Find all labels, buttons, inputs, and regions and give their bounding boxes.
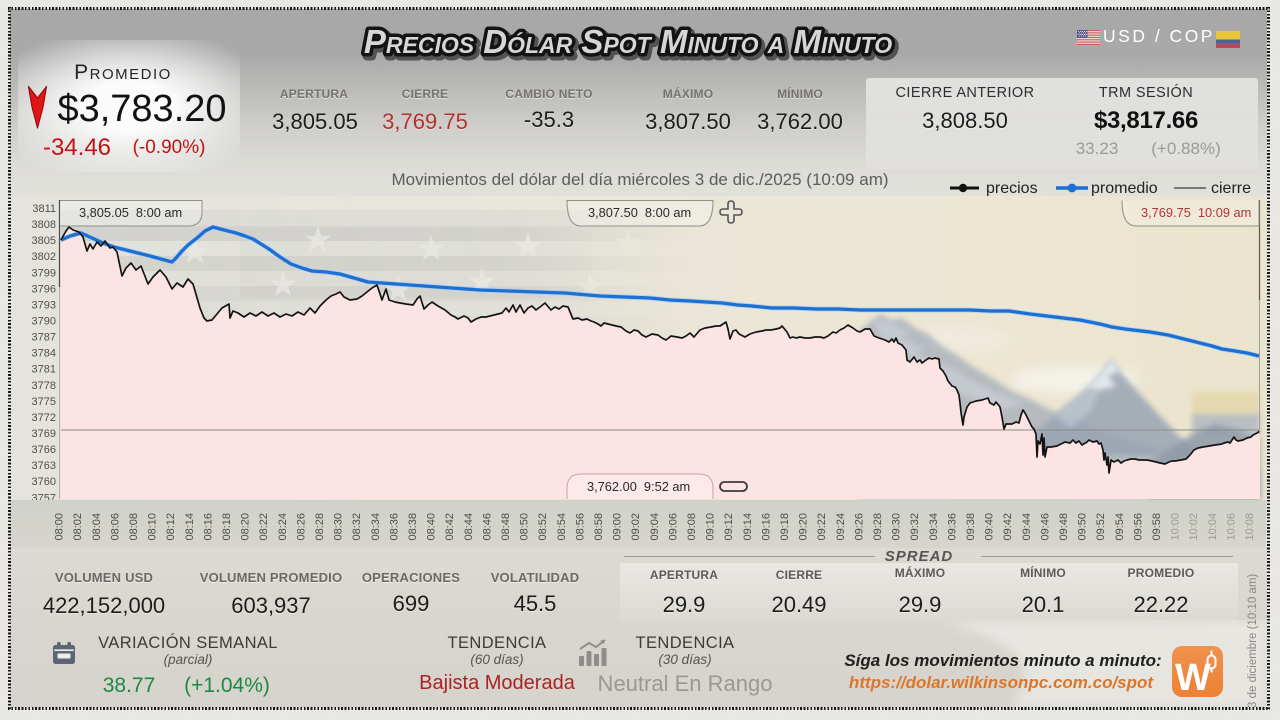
svg-text:08:22: 08:22 [258, 513, 270, 541]
svg-text:08:10: 08:10 [147, 513, 159, 541]
svg-text:09:46: 09:46 [1039, 513, 1051, 541]
svg-text:10:08: 10:08 [1244, 513, 1256, 541]
svg-text:09:56: 09:56 [1132, 513, 1144, 541]
svg-text:09:48: 09:48 [1058, 513, 1070, 541]
svg-text:08:26: 08:26 [295, 513, 307, 541]
svg-text:08:30: 08:30 [333, 513, 345, 541]
svg-text:08:56: 08:56 [574, 513, 586, 541]
svg-text:3778: 3778 [32, 380, 56, 392]
svg-text:08:52: 08:52 [537, 513, 549, 541]
svg-text:08:16: 08:16 [202, 513, 214, 541]
svg-text:09:16: 09:16 [760, 513, 772, 541]
svg-text:08:06: 08:06 [109, 513, 121, 541]
svg-text:08:44: 08:44 [463, 513, 475, 541]
svg-text:08:00: 08:00 [54, 513, 66, 541]
svg-text:09:30: 09:30 [891, 513, 903, 541]
svg-text:09:42: 09:42 [1002, 513, 1014, 541]
svg-text:3,762.00 9:52 am: 3,762.00 9:52 am [587, 479, 690, 494]
svg-text:09:32: 09:32 [909, 513, 921, 541]
svg-text:3781: 3781 [32, 364, 56, 376]
svg-text:3811: 3811 [32, 203, 56, 215]
svg-text:09:20: 09:20 [798, 513, 810, 541]
svg-text:08:48: 08:48 [500, 513, 512, 541]
svg-text:09:54: 09:54 [1114, 513, 1126, 541]
svg-text:08:04: 08:04 [91, 513, 103, 541]
svg-text:09:38: 09:38 [965, 513, 977, 541]
svg-text:08:46: 08:46 [481, 513, 493, 541]
svg-text:Precios Dólar Spot Minuto a Mi: Precios Dólar Spot Minuto a Minuto [366, 26, 894, 63]
svg-text:09:34: 09:34 [928, 513, 940, 541]
svg-text:08:42: 08:42 [444, 513, 456, 541]
svg-text:3790: 3790 [32, 316, 56, 328]
svg-text:3,805.05 8:00 am: 3,805.05 8:00 am [79, 205, 182, 220]
svg-text:3802: 3802 [32, 251, 56, 263]
svg-text:09:00: 09:00 [612, 513, 624, 541]
svg-text:09:58: 09:58 [1151, 513, 1163, 541]
svg-text:10:06: 10:06 [1225, 513, 1237, 541]
svg-text:3796: 3796 [32, 283, 56, 295]
svg-text:09:36: 09:36 [946, 513, 958, 541]
svg-text:09:22: 09:22 [816, 513, 828, 541]
svg-text:09:08: 09:08 [686, 513, 698, 541]
svg-text:09:18: 09:18 [779, 513, 791, 541]
svg-text:3766: 3766 [32, 444, 56, 456]
svg-text:08:36: 08:36 [388, 513, 400, 541]
svg-text:3775: 3775 [32, 396, 56, 408]
svg-text:09:24: 09:24 [835, 513, 847, 541]
svg-text:09:06: 09:06 [667, 513, 679, 541]
svg-text:08:18: 08:18 [221, 513, 233, 541]
svg-text:W: W [1175, 657, 1211, 697]
svg-text:10:00: 10:00 [1170, 513, 1182, 541]
svg-text:10:04: 10:04 [1207, 513, 1219, 541]
svg-text:cierre: cierre [1211, 180, 1251, 196]
svg-text:09:26: 09:26 [853, 513, 865, 541]
svg-text:08:40: 08:40 [426, 513, 438, 541]
svg-text:3808: 3808 [32, 219, 56, 231]
svg-text:09:14: 09:14 [742, 513, 754, 541]
svg-text:09:52: 09:52 [1095, 513, 1107, 541]
svg-text:Precios Dólar Spot Minuto a Mi: Precios Dólar Spot Minuto a Minuto [364, 23, 892, 60]
svg-text:08:32: 08:32 [351, 513, 363, 541]
svg-text:08:12: 08:12 [165, 513, 177, 541]
svg-text:08:38: 08:38 [407, 513, 419, 541]
svg-text:09:28: 09:28 [872, 513, 884, 541]
svg-text:08:08: 08:08 [128, 513, 140, 541]
svg-text:3805: 3805 [32, 235, 56, 247]
svg-text:09:50: 09:50 [1077, 513, 1089, 541]
svg-text:08:50: 08:50 [519, 513, 531, 541]
svg-text:3760: 3760 [32, 476, 56, 488]
svg-text:3787: 3787 [32, 332, 56, 344]
svg-text:3,807.50 8:00 am: 3,807.50 8:00 am [588, 205, 691, 220]
svg-text:10:02: 10:02 [1188, 513, 1200, 541]
svg-text:3763: 3763 [32, 460, 56, 472]
svg-text:08:34: 08:34 [370, 513, 382, 541]
svg-text:08:28: 08:28 [314, 513, 326, 541]
svg-text:3772: 3772 [32, 412, 56, 424]
svg-text:09:04: 09:04 [649, 513, 661, 541]
svg-text:3799: 3799 [32, 267, 56, 279]
svg-text:promedio: promedio [1091, 180, 1158, 196]
svg-text:precios: precios [986, 180, 1038, 196]
svg-text:3,769.75 10:09 am: 3,769.75 10:09 am [1141, 205, 1251, 220]
svg-text:3793: 3793 [32, 299, 56, 311]
svg-text:08:24: 08:24 [277, 513, 289, 541]
svg-text:3784: 3784 [32, 348, 56, 360]
svg-text:08:02: 08:02 [72, 513, 84, 541]
svg-text:09:44: 09:44 [1021, 513, 1033, 541]
svg-text:09:02: 09:02 [630, 513, 642, 541]
svg-text:09:40: 09:40 [984, 513, 996, 541]
svg-text:09:12: 09:12 [723, 513, 735, 541]
svg-text:09:10: 09:10 [705, 513, 717, 541]
svg-text:08:58: 08:58 [593, 513, 605, 541]
svg-text:08:14: 08:14 [184, 513, 196, 541]
svg-text:08:20: 08:20 [240, 513, 252, 541]
svg-text:08:54: 08:54 [556, 513, 568, 541]
svg-text:3769: 3769 [32, 428, 56, 440]
